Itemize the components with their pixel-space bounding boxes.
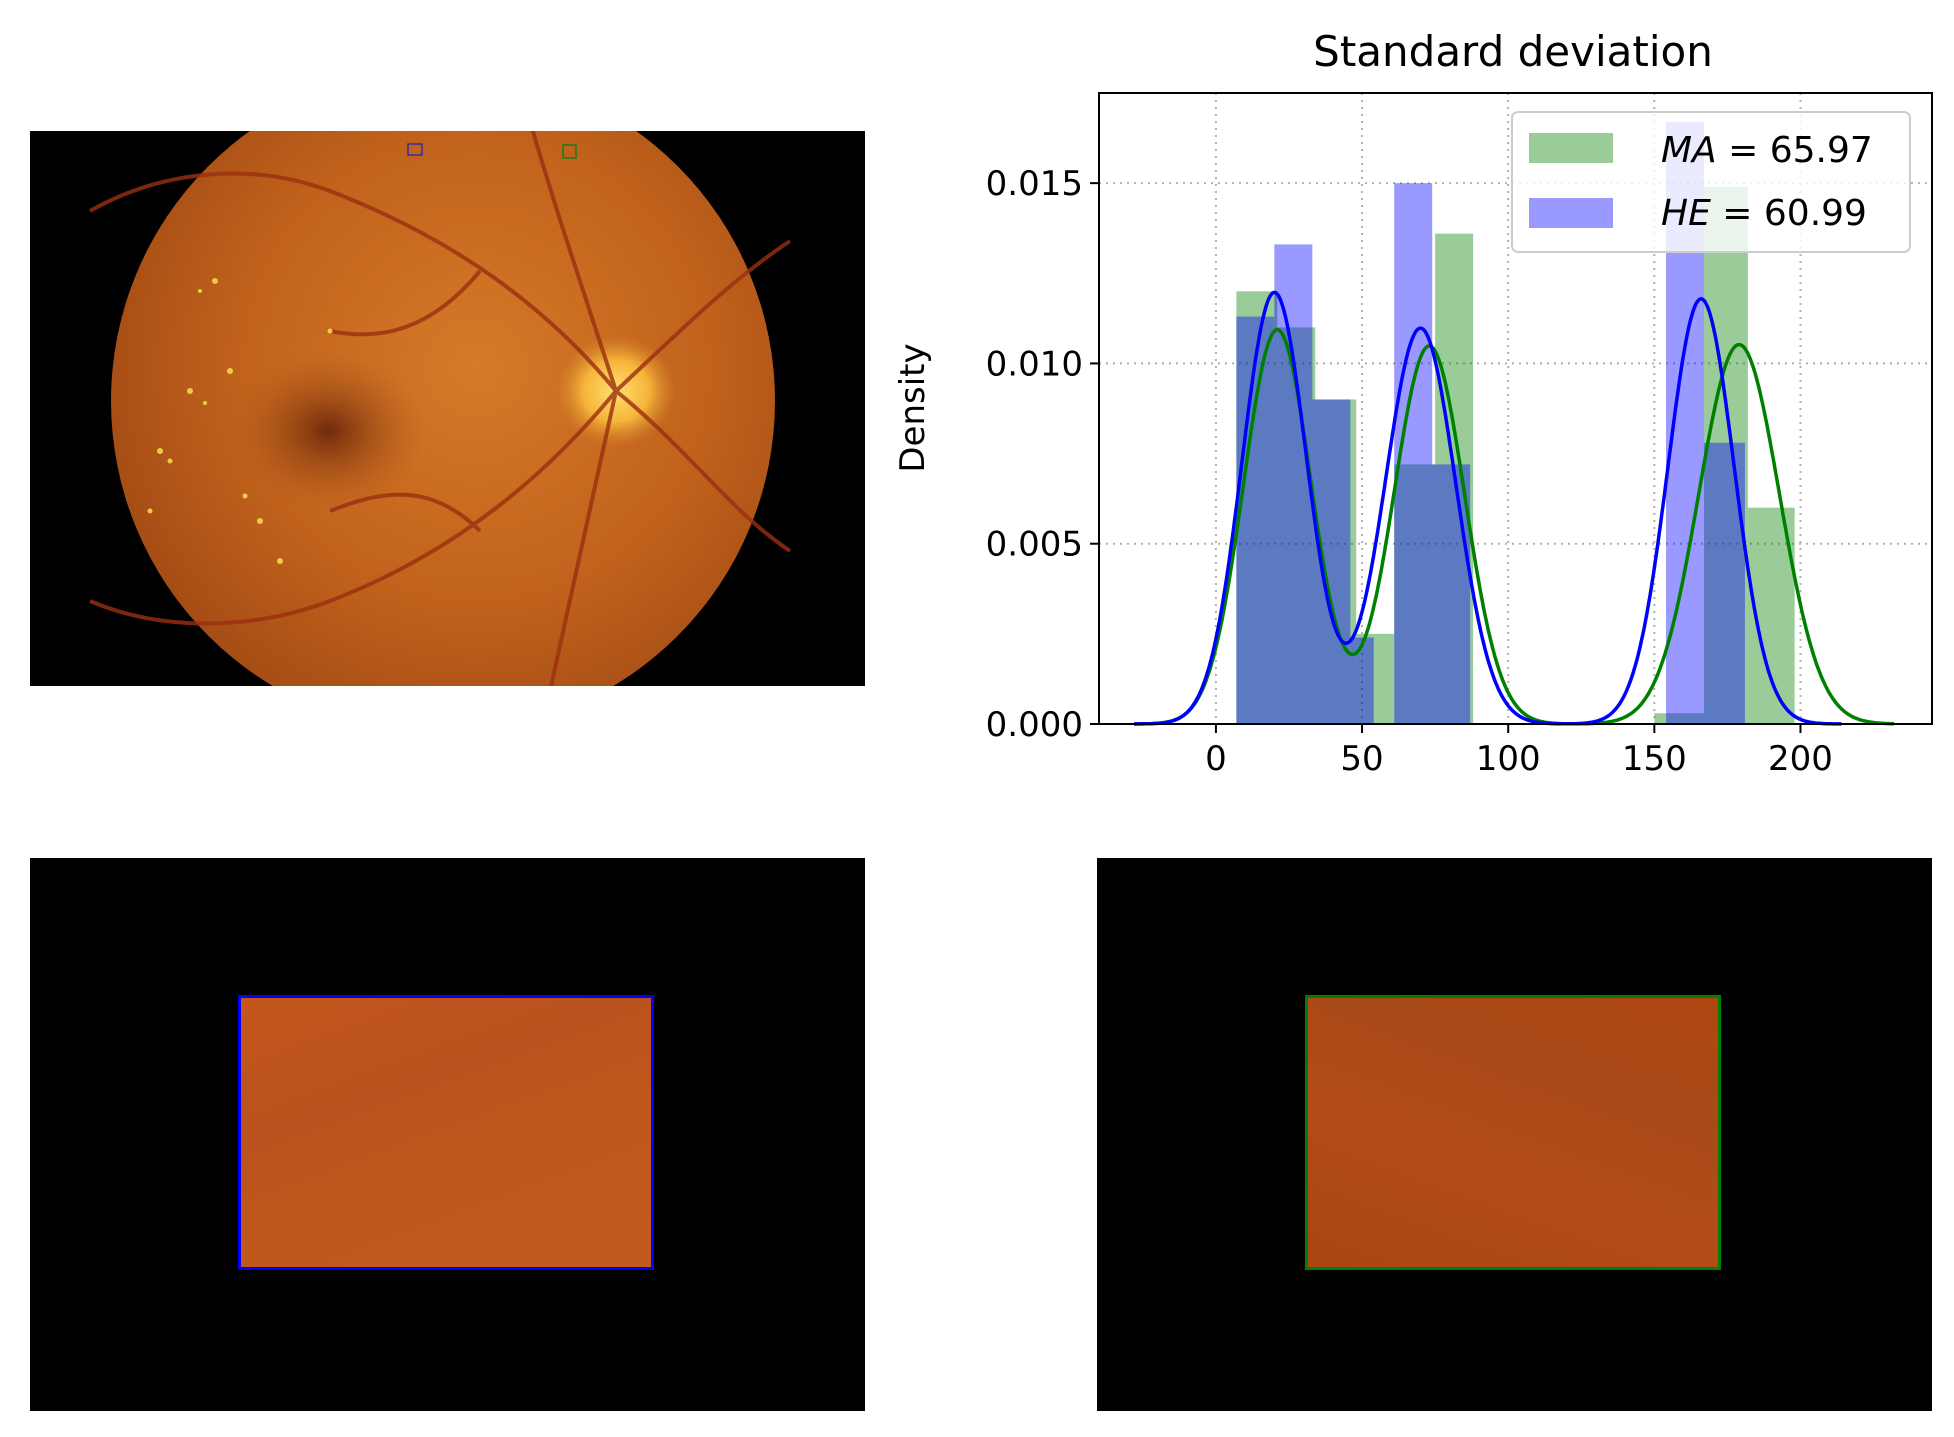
hist-bar-he-3 [1350,637,1374,724]
hist-bar-he-7 [1704,442,1745,724]
axis-ticks: 0 50 100 150 200 0.000 0.005 0.010 0.015 [986,164,1833,779]
he-patch-panel [30,858,865,1411]
hist-bar-ma-6 [1654,713,1705,724]
hist-bar-ma-7 [1704,186,1748,725]
y-axis-label: Density [893,343,933,472]
x-tick-label-3: 150 [1622,739,1687,779]
chart-title: Standard deviation [1313,27,1713,76]
hist-bar-ma-4 [1394,464,1436,724]
hist-bar-he-5 [1432,464,1471,724]
legend-label-he: HE = 60.99 [1661,193,1867,234]
legend: MA = 65.97 HE = 60.99 [1511,111,1911,253]
kde-line-he [1134,290,1842,726]
ma-patch [1305,995,1721,1270]
hist-bar-he-1 [1274,244,1313,724]
kde-curves [1134,290,1895,726]
ma-patch-panel [1097,858,1932,1411]
legend-swatch-ma [1529,133,1613,163]
plot-frame [1098,92,1933,725]
x-tick-label-2: 100 [1476,739,1541,779]
retina [111,131,775,686]
he-patch-marker [407,143,423,156]
std-density-chart: Standard deviation 0 50 100 150 200 0.000 0.00… [893,27,1933,779]
hist-bar-ma-3 [1356,633,1395,724]
hist-bar-he-2 [1312,399,1351,724]
he-patch [238,995,654,1270]
kde-line-ma [1134,327,1895,726]
exudates [147,278,333,564]
fundus-image [30,131,865,686]
histograms [1236,121,1795,725]
vessels [89,131,792,686]
y-tick-label-1: 0.005 [986,525,1083,565]
legend-var-he: HE [1661,193,1711,234]
ma-patch-marker [562,144,577,159]
legend-value-ma: = 65.97 [1717,130,1873,171]
y-tick-label-3: 0.015 [986,164,1083,204]
x-tick-label-1: 50 [1340,739,1383,779]
legend-label-ma: MA = 65.97 [1661,130,1873,171]
legend-value-he: = 60.99 [1711,193,1867,234]
hist-bar-ma-0 [1236,291,1278,724]
legend-swatch-he [1529,198,1613,228]
legend-box [1511,111,1911,253]
x-tick-label-0: 0 [1205,739,1227,779]
y-tick-label-2: 0.010 [986,344,1083,384]
x-tick-label-4: 200 [1768,739,1833,779]
hist-bar-he-0 [1236,316,1275,724]
fundus-image-drawing [89,131,792,686]
legend-var-ma: MA [1661,130,1717,171]
macula [228,351,428,511]
y-tick-label-0: 0.000 [986,705,1083,745]
